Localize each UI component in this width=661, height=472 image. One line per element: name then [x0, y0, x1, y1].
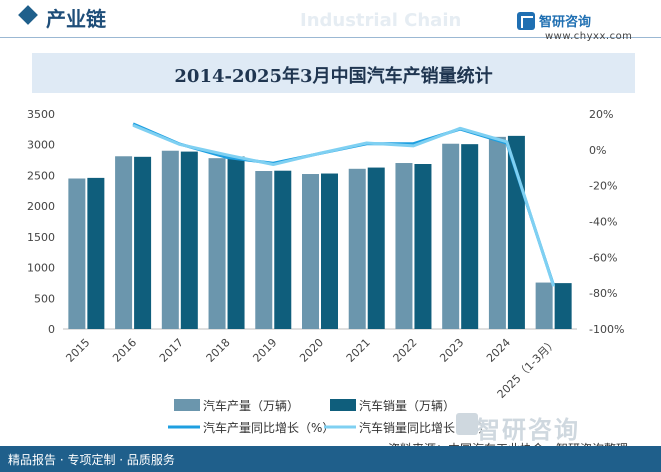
x-tick-label: 2019 [250, 336, 279, 365]
y-left-tick-label: 2500 [27, 169, 55, 182]
footer-tagline: 精品报告 · 专项定制 · 品质服务 [8, 453, 175, 467]
bar-production [442, 143, 460, 329]
legend-label: 汽车产量同比增长（%） [203, 420, 334, 435]
bar-sales [180, 151, 198, 329]
y-left-tick-label: 0 [48, 323, 55, 336]
page-header: 产业链 智研咨询 www.chyxx.com [0, 0, 661, 42]
watermark-logo-icon [456, 413, 478, 435]
y-right-tick-label: -20% [589, 180, 617, 193]
legend-label: 汽车产量（万辆） [203, 398, 299, 413]
x-tick-label: 2020 [297, 336, 326, 365]
x-tick-label: 2022 [391, 336, 420, 365]
brand-logo[interactable]: 智研咨询 www.chyxx.com [517, 8, 647, 42]
header-title: 产业链 [46, 7, 106, 31]
bar-sales [227, 156, 245, 329]
bar-production [302, 174, 319, 329]
y-right-tick-label: 20% [589, 108, 613, 121]
chart-title: 2014-2025年3月中国汽车产销量统计 [174, 66, 493, 87]
bar-production [255, 171, 273, 329]
bar-production [208, 158, 226, 329]
bar-production [115, 156, 133, 329]
x-tick-label: 2018 [204, 336, 233, 365]
x-tick-label: 2021 [344, 336, 373, 365]
y-left-tick-label: 1000 [27, 262, 55, 275]
bar-sales [507, 135, 525, 329]
x-tick-label: 2024 [484, 336, 513, 365]
y-right-tick-label: 0% [589, 144, 606, 157]
bar-sales [321, 173, 338, 329]
watermark-brand: 智研咨询 [476, 416, 580, 444]
bar-production [348, 168, 366, 329]
footer-bar: 精品报告 · 专项定制 · 品质服务 [0, 446, 661, 472]
legend-swatch [330, 399, 356, 411]
bar-sales [87, 177, 105, 329]
y-left-tick-label: 3500 [27, 108, 55, 121]
legend-label: 汽车销量（万辆） [359, 398, 455, 413]
y-right-tick-label: -60% [589, 251, 617, 264]
x-tick-label: 2023 [437, 336, 466, 365]
y-right-tick-label: -80% [589, 287, 617, 300]
y-left-tick-label: 1500 [27, 231, 55, 244]
y-left-tick-label: 500 [34, 292, 55, 305]
bar-production [161, 150, 179, 329]
bar-sales [367, 167, 385, 329]
bar-sales [414, 164, 432, 329]
y-right-tick-label: -100% [589, 323, 624, 336]
watermark-text: Industrial Chain [300, 10, 462, 31]
bar-production [535, 282, 553, 329]
header-divider [0, 37, 661, 38]
bar-production [68, 178, 86, 329]
bar-sales [134, 156, 152, 329]
bar-sales [274, 170, 292, 329]
y-left-tick-label: 3000 [27, 139, 55, 152]
bar-production [395, 163, 413, 329]
y-right-tick-label: -40% [589, 216, 617, 229]
x-tick-label: 2016 [110, 336, 139, 365]
logo-url[interactable]: www.chyxx.com [545, 31, 633, 42]
bar-sales [554, 283, 572, 329]
line-sales-growth [132, 123, 556, 287]
bar-sales [461, 144, 479, 329]
x-tick-label: 2017 [157, 336, 186, 365]
chart-title-band: 2014-2025年3月中国汽车产销量统计 [32, 53, 635, 93]
logo-icon [517, 12, 535, 30]
legend-swatch [174, 399, 200, 411]
bar-production [488, 136, 506, 329]
y-left-tick-label: 2000 [27, 200, 55, 213]
x-tick-label: 2015 [63, 336, 92, 365]
logo-name: 智研咨询 [539, 15, 592, 30]
